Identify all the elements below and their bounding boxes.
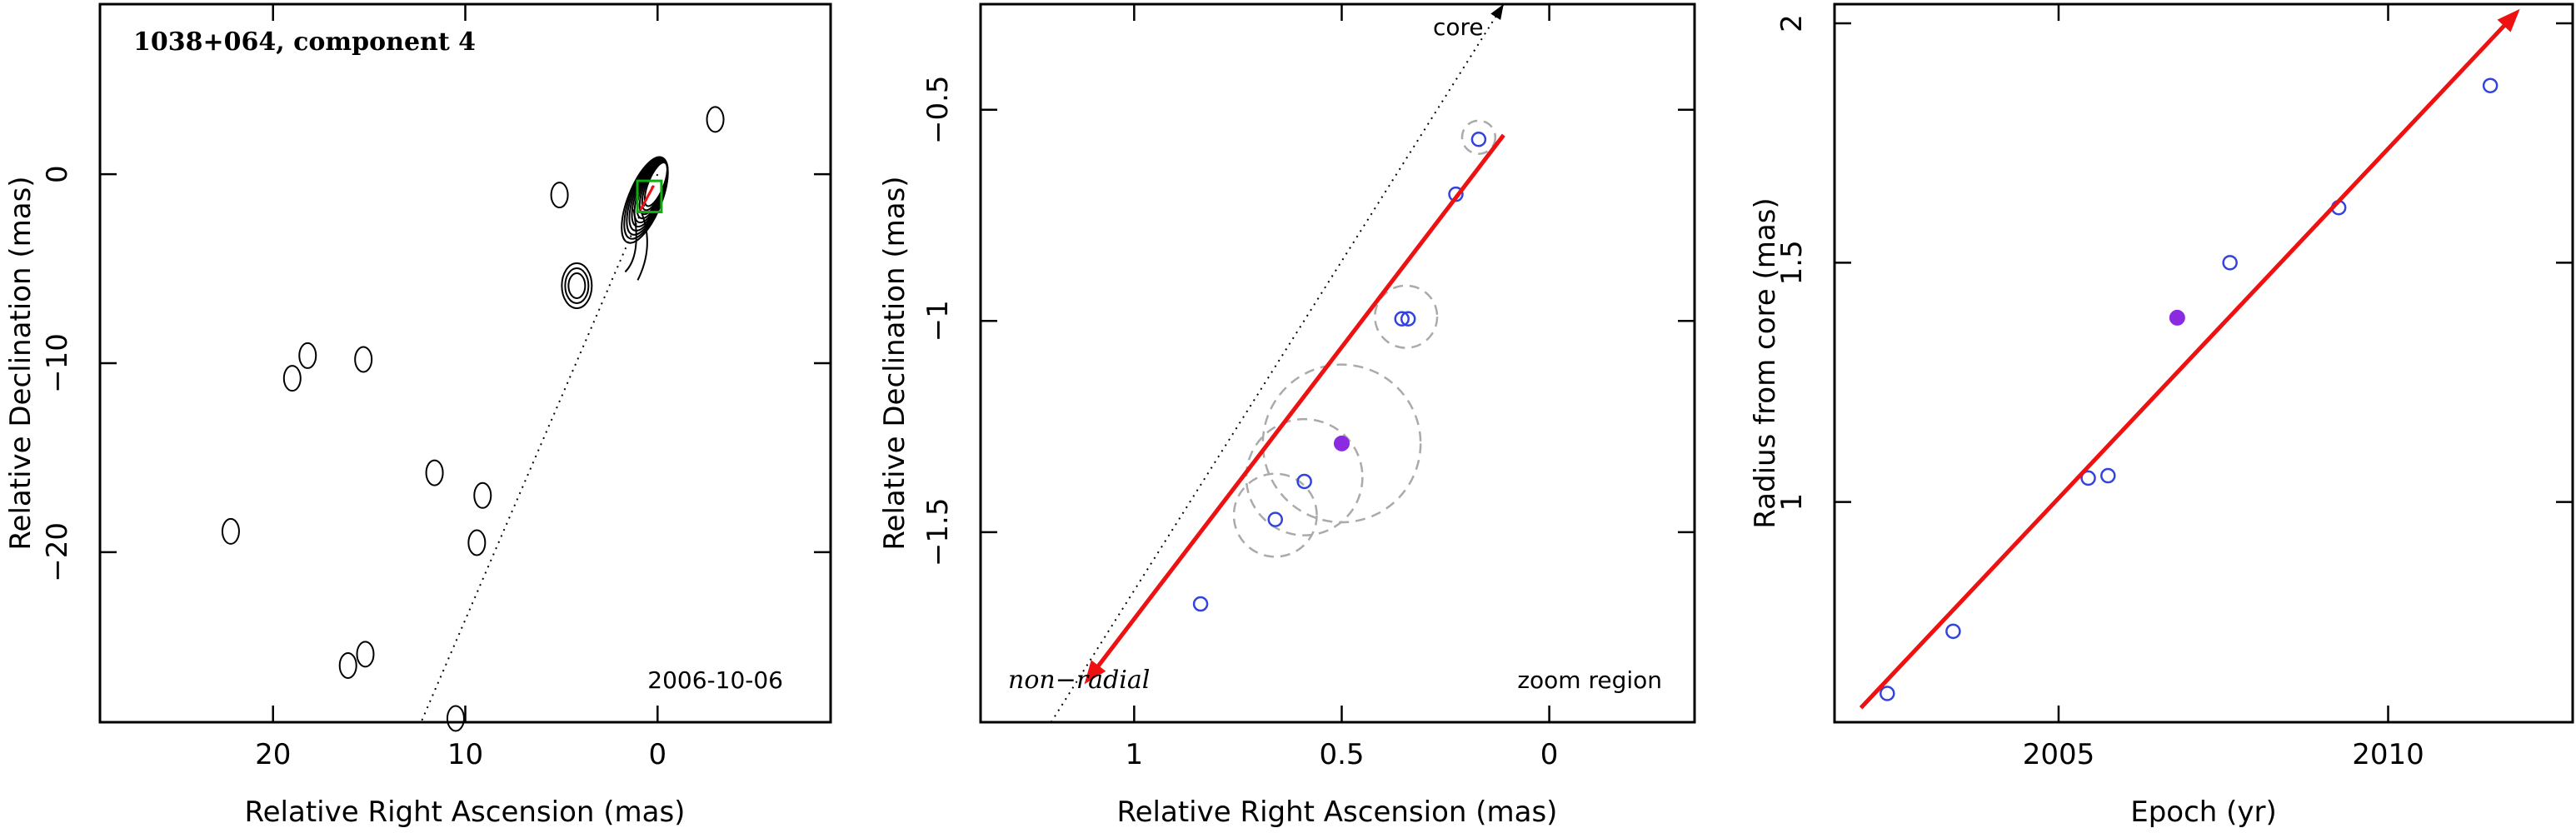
- panel-radius-vs-epoch: 2005 2010 1 1.5 2 Epoch (yr) Radius from cor…: [1749, 2, 2574, 829]
- contour: [550, 182, 569, 209]
- p1-ytick-label: −20: [41, 522, 74, 582]
- p1-xtick-label: 10: [447, 738, 483, 771]
- data-point: [1296, 473, 1312, 490]
- contour-jet: [624, 209, 637, 273]
- p2-ticks: 1 0.5 0 −0.5 −1 −1.5: [921, 4, 1695, 771]
- p3-xlabel: Epoch (yr): [2130, 796, 2277, 829]
- p2-ytick-label: −1: [921, 300, 955, 342]
- p2-xtick-label: 1: [1126, 738, 1144, 771]
- p2-ytick-label: −1.5: [921, 498, 955, 567]
- data-point: [1394, 311, 1410, 327]
- data-point: [2080, 470, 2096, 486]
- contour: [356, 641, 375, 668]
- p1-velocity-vector: [639, 185, 655, 211]
- data-point: [2482, 77, 2499, 93]
- contour: [467, 529, 487, 556]
- p2-core-label: core: [1433, 13, 1484, 41]
- error-circle: [1374, 284, 1439, 349]
- contour: [561, 262, 593, 309]
- highlight-point: [1333, 435, 1350, 451]
- p3-ytick-label: 1.5: [1775, 240, 1809, 285]
- p3-xtick-label: 2005: [2023, 738, 2095, 771]
- p3-xtick-label: 2010: [2352, 738, 2424, 771]
- contour: [282, 365, 302, 392]
- p2-xlabel: Relative Right Ascension (mas): [1117, 796, 1558, 829]
- contour: [564, 267, 590, 304]
- p1-xtick-label: 0: [648, 738, 666, 771]
- contour: [221, 517, 240, 545]
- p1-contours: [221, 106, 725, 732]
- p2-frame: [979, 2, 1696, 724]
- p2-radial-line: [1050, 3, 1505, 723]
- error-circle: [1245, 417, 1364, 536]
- p1-ytick-label: 0: [41, 165, 74, 183]
- contour: [706, 106, 725, 133]
- data-point: [2222, 255, 2238, 271]
- p1-zoom-box: [636, 179, 663, 214]
- p2-nonradial-label: non−radial: [1008, 666, 1150, 695]
- p2-ylabel: Relative Declination (mas): [878, 176, 911, 550]
- data-point: [1192, 596, 1209, 612]
- error-circle: [1460, 119, 1497, 155]
- contour: [338, 651, 357, 679]
- p3-frame: [1833, 2, 2574, 724]
- error-circle: [1261, 363, 1422, 524]
- p3-ytick-label: 2: [1775, 14, 1809, 32]
- radial-arrowhead: [1490, 4, 1504, 20]
- data-point: [1267, 511, 1284, 527]
- p3-fit-arrowhead: [2497, 8, 2520, 32]
- p2-vector-arrowhead: [1084, 660, 1106, 685]
- p1-ytick-label: −10: [41, 333, 74, 393]
- p3-fit-line: [1859, 18, 2512, 710]
- panel-contour-map: 20 10 0 0 −10 −20 1038+064, component 4 2006-…: [4, 2, 832, 829]
- contour-jet: [637, 213, 648, 281]
- contour: [298, 342, 317, 369]
- p1-title: 1038+064, component 4: [133, 27, 476, 57]
- p1-xlabel: Relative Right Ascension (mas): [245, 796, 686, 829]
- p2-zoom-label: zoom region: [1517, 666, 1662, 694]
- data-point: [1945, 623, 1961, 640]
- data-point: [1400, 311, 1416, 327]
- p3-points: [1880, 77, 2499, 701]
- highlight-point: [2169, 309, 2185, 326]
- p2-xtick-label: 0: [1540, 738, 1559, 771]
- p2-points: [1192, 132, 1487, 612]
- panel-zoom-region: 1 0.5 0 −0.5 −1 −1.5 core zoom region non−rad…: [878, 2, 1696, 829]
- p1-ticks: 20 10 0 0 −10 −20: [41, 4, 831, 771]
- p1-date-label: 2006-10-06: [647, 666, 783, 694]
- p2-radial-arrowhead: [1490, 4, 1504, 20]
- contour: [354, 346, 373, 373]
- contour: [446, 705, 465, 732]
- p1-xtick-label: 20: [255, 738, 291, 771]
- p2-velocity-vector: [1091, 133, 1505, 674]
- p2-error-circles: [1232, 119, 1497, 558]
- data-point: [1470, 132, 1487, 147]
- p1-radial-line: [420, 173, 659, 723]
- p3-ylabel: Radius from core (mas): [1749, 197, 1782, 528]
- contour: [425, 459, 444, 486]
- p1-ylabel: Relative Declination (mas): [4, 176, 37, 550]
- data-point: [1880, 686, 1895, 701]
- p2-xtick-label: 0.5: [1319, 738, 1364, 771]
- data-point: [2100, 467, 2116, 484]
- p3-ticks: 2005 2010 1 1.5 2: [1775, 4, 2573, 771]
- p2-ytick-label: −0.5: [921, 75, 955, 144]
- contour: [567, 272, 587, 299]
- contour: [473, 481, 492, 509]
- p3-ytick-label: 1: [1775, 493, 1809, 511]
- error-circle: [1232, 472, 1318, 558]
